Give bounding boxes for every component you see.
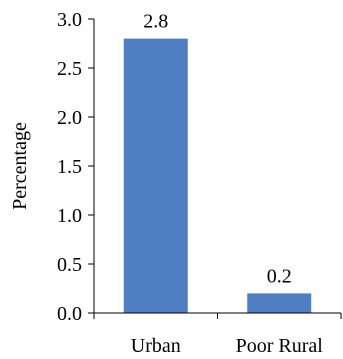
y-axis-label: Percentage — [9, 122, 31, 210]
bars: 2.8 0.2 — [123, 11, 312, 313]
y-tick-label: 0.5 — [57, 254, 82, 276]
bar-poor-rural — [247, 293, 312, 313]
bar-urban — [123, 38, 188, 313]
y-axis: 0.0 0.5 1.0 1.5 2.0 2.5 3.0 — [57, 9, 95, 325]
category-label: Poor Rural — [236, 335, 324, 357]
category-label: Urban — [131, 335, 181, 357]
y-tick-label: 2.5 — [57, 58, 82, 80]
data-label: 0.2 — [267, 265, 292, 287]
y-tick-label: 1.0 — [57, 205, 82, 227]
y-tick-label: 0.0 — [57, 303, 82, 325]
y-tick-label: 1.5 — [57, 156, 82, 178]
y-tick-label: 3.0 — [57, 9, 82, 31]
x-axis: Urban Poor Rural — [93, 312, 342, 357]
y-tick-label: 2.0 — [57, 107, 82, 129]
data-label: 2.8 — [143, 11, 168, 33]
